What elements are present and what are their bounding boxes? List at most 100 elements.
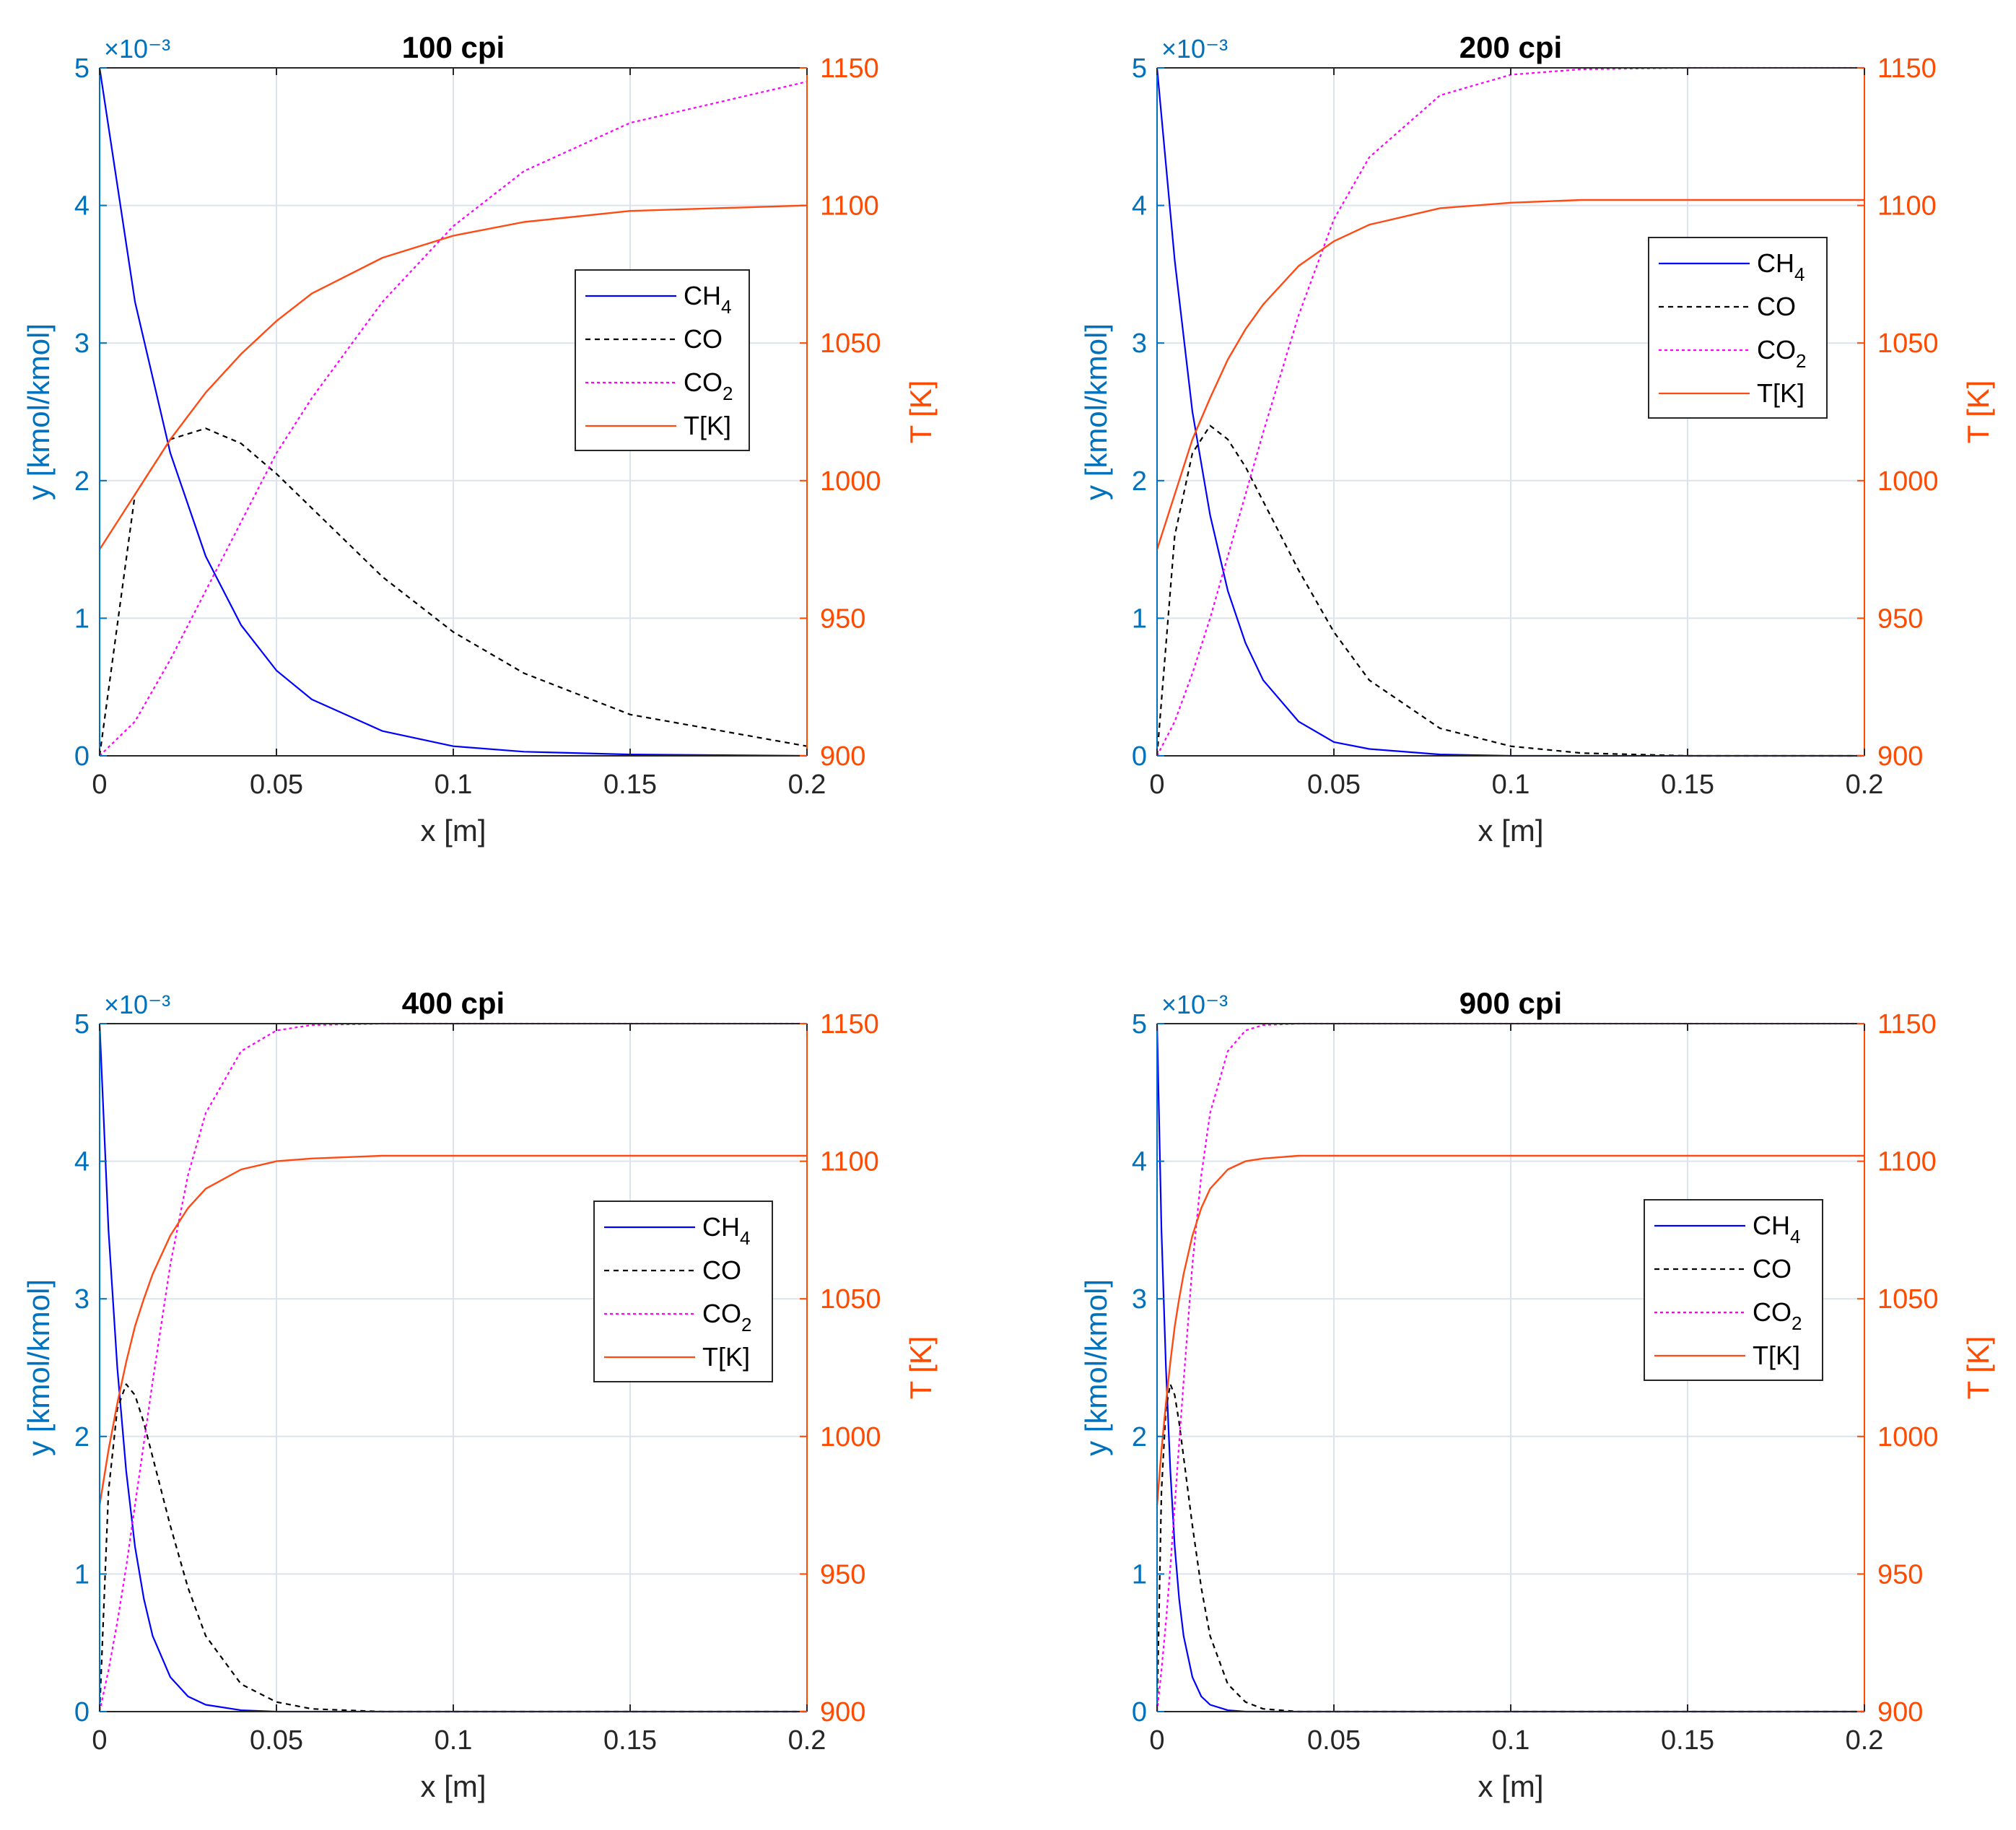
y-right-tick-label: 1000 xyxy=(820,466,881,497)
legend-label-main: T[K] xyxy=(684,411,731,440)
legend-label-main: CO xyxy=(684,367,723,397)
y-tick-label: 3 xyxy=(74,1284,90,1315)
y-right-tick-label: 1000 xyxy=(820,1422,881,1452)
x-tick-label: 0.05 xyxy=(1307,770,1361,800)
y-tick-label: 0 xyxy=(74,741,90,772)
y-right-tick-label: 1050 xyxy=(1877,328,1939,359)
y-right-tick-label: 1100 xyxy=(820,1147,879,1177)
y-right-tick-label: 1000 xyxy=(1877,466,1939,497)
y-right-tick-label: 1150 xyxy=(820,1009,879,1040)
x-tick-label: 0.2 xyxy=(1846,1725,1884,1756)
legend-box xyxy=(593,1201,773,1382)
y-axis-label: y [kmol/kmol] xyxy=(1079,1279,1113,1456)
exponent-label: ×10⁻³ xyxy=(1161,990,1228,1019)
y-tick-label: 4 xyxy=(74,1147,90,1177)
x-axis-label: x [m] xyxy=(1478,814,1544,848)
y-tick-label: 1 xyxy=(1132,1559,1147,1590)
exponent-label: ×10⁻³ xyxy=(104,34,170,64)
legend-label: CH4 xyxy=(684,281,731,318)
legend-label: T[K] xyxy=(684,411,731,440)
panel-200-cpi: 0 0.05 0.1 0.15 0.2 0 1 2 3 4 5 900 950 1000 1050 1100 1… xyxy=(1079,30,1995,848)
y-tick-label: 2 xyxy=(1132,466,1147,497)
x-tick-label: 0 xyxy=(92,770,107,800)
series-line-ch4 xyxy=(98,67,808,757)
x-tick-label: 0.1 xyxy=(1492,1725,1530,1756)
y-axis-label: y [kmol/kmol] xyxy=(22,1279,56,1456)
y-tick-label: 5 xyxy=(74,53,90,84)
legend-label-main: CO xyxy=(1757,335,1796,365)
legend-label: CO xyxy=(702,1255,741,1285)
series-line-co2 xyxy=(1156,66,1864,757)
series-line-tk xyxy=(98,204,808,550)
x-axis-label: x [m] xyxy=(421,1769,486,1803)
legend-label: CH4 xyxy=(1753,1211,1800,1247)
y-tick-label: 5 xyxy=(74,1009,90,1040)
legend-label: CO xyxy=(1757,292,1796,321)
legend-label-main: T[K] xyxy=(702,1342,750,1372)
series-line-co xyxy=(98,427,808,757)
y-right-tick-label: 950 xyxy=(1877,1559,1923,1590)
series-line-co xyxy=(1156,424,1864,757)
x-tick-label: 0.2 xyxy=(788,1725,826,1756)
legend-label-subscript: 2 xyxy=(723,383,733,404)
series-line-co xyxy=(98,1383,807,1713)
x-tick-label: 0.15 xyxy=(1661,1725,1714,1756)
legend-label-subscript: 4 xyxy=(1794,263,1805,285)
legend-label-main: CH xyxy=(702,1212,740,1242)
y-right-tick-label: 950 xyxy=(820,1559,865,1590)
legend-label: CO xyxy=(684,324,723,354)
x-axis-label: x [m] xyxy=(421,814,486,848)
legend-box xyxy=(1648,237,1828,419)
legend-label-subscript: 4 xyxy=(740,1227,750,1249)
x-tick-label: 0.15 xyxy=(1661,770,1714,800)
legend-box xyxy=(1644,1199,1823,1381)
y-tick-label: 3 xyxy=(1132,328,1147,359)
y-right-tick-label: 900 xyxy=(1877,1697,1923,1727)
y-right-axis-label: T [K] xyxy=(1961,1336,1995,1400)
y-tick-label: 0 xyxy=(1132,741,1147,772)
series-line-tk xyxy=(1156,1154,1864,1506)
series-line-tk xyxy=(98,1154,807,1506)
y-tick-label: 4 xyxy=(1132,191,1147,222)
y-right-tick-label: 900 xyxy=(820,741,865,772)
legend-label: T[K] xyxy=(1753,1341,1800,1370)
y-right-tick-label: 900 xyxy=(1877,741,1923,772)
y-right-axis-label: T [K] xyxy=(1961,380,1995,444)
legend-label: CH4 xyxy=(1757,248,1805,285)
y-right-tick-label: 1050 xyxy=(820,328,881,359)
y-tick-label: 4 xyxy=(74,191,90,222)
panel-title: 900 cpi xyxy=(1459,986,1562,1020)
panel-400-cpi: 0 0.05 0.1 0.15 0.2 0 1 2 3 4 5 900 950 1000 1050 1100 1… xyxy=(22,986,938,1803)
y-right-tick-label: 1050 xyxy=(820,1284,881,1315)
x-tick-label: 0.2 xyxy=(1846,770,1884,800)
x-tick-label: 0.1 xyxy=(435,1725,473,1756)
y-tick-label: 2 xyxy=(74,466,90,497)
y-right-tick-label: 1150 xyxy=(820,53,879,84)
legend-label: CO xyxy=(1753,1254,1792,1284)
legend-label: CO2 xyxy=(702,1299,751,1336)
legend-label-main: CO xyxy=(684,324,723,354)
y-axis-label: y [kmol/kmol] xyxy=(22,323,56,500)
legend-label-main: CO xyxy=(702,1255,741,1285)
y-right-tick-label: 1100 xyxy=(820,191,879,222)
legend-label-subscript: 4 xyxy=(721,296,731,318)
y-tick-label: 2 xyxy=(1132,1422,1147,1452)
legend-label-main: CH xyxy=(684,281,721,310)
y-right-tick-label: 1000 xyxy=(1877,1422,1939,1452)
y-right-tick-label: 900 xyxy=(820,1697,865,1727)
legend-label-main: T[K] xyxy=(1753,1341,1800,1370)
x-tick-label: 0.05 xyxy=(250,770,303,800)
exponent-label: ×10⁻³ xyxy=(104,990,170,1019)
y-tick-label: 4 xyxy=(1132,1147,1147,1177)
x-tick-label: 0.05 xyxy=(250,1725,303,1756)
legend-label-main: CO xyxy=(1753,1297,1792,1327)
y-tick-label: 5 xyxy=(1132,1009,1147,1040)
legend-label-main: CO xyxy=(702,1299,741,1328)
legend-box xyxy=(575,269,750,451)
x-axis-label: x [m] xyxy=(1478,1769,1544,1803)
y-right-tick-label: 1150 xyxy=(1877,1009,1937,1040)
y-right-axis-label: T [K] xyxy=(904,380,938,444)
